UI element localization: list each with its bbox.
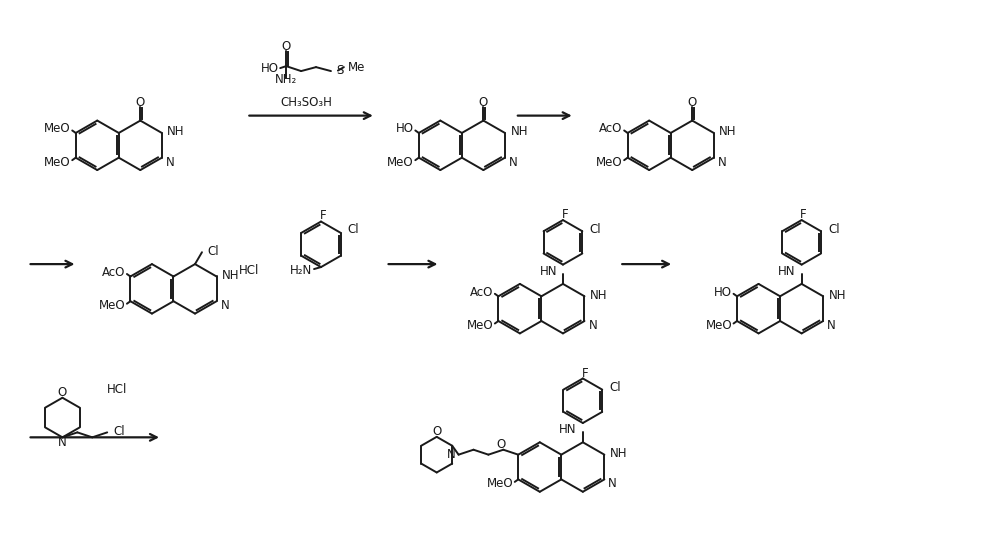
Text: NH₂: NH₂: [275, 74, 297, 87]
Text: Me: Me: [348, 60, 365, 74]
Text: NH: NH: [222, 269, 240, 282]
Text: Cl: Cl: [828, 223, 840, 236]
Text: NH: NH: [167, 126, 185, 138]
Text: O: O: [136, 96, 145, 109]
Text: N: N: [718, 156, 726, 169]
Text: F: F: [320, 209, 326, 222]
Text: MeO: MeO: [596, 156, 623, 169]
Text: MeO: MeO: [99, 299, 125, 312]
Text: NH: NH: [590, 289, 607, 302]
Text: MeO: MeO: [387, 156, 414, 169]
Text: AcO: AcO: [599, 122, 623, 136]
Text: HO: HO: [261, 61, 279, 75]
Text: N: N: [608, 478, 617, 490]
Text: O: O: [497, 438, 506, 451]
Text: MeO: MeO: [44, 156, 71, 169]
Text: O: O: [479, 96, 488, 109]
Text: N: N: [827, 319, 836, 332]
Text: Cl: Cl: [589, 223, 601, 236]
Text: HN: HN: [559, 423, 577, 436]
Text: N: N: [221, 299, 229, 312]
Text: NH: NH: [610, 447, 627, 460]
Text: HN: HN: [778, 265, 796, 278]
Text: F: F: [582, 367, 588, 379]
Text: S: S: [336, 64, 343, 77]
Text: Cl: Cl: [348, 223, 359, 237]
Text: F: F: [800, 208, 807, 221]
Text: MeO: MeO: [487, 478, 513, 490]
Text: HO: HO: [396, 122, 414, 136]
Text: O: O: [282, 40, 291, 53]
Text: HCl: HCl: [107, 383, 128, 396]
Text: Cl: Cl: [207, 245, 219, 257]
Text: N: N: [58, 436, 67, 449]
Text: HCl: HCl: [238, 264, 259, 277]
Text: HN: HN: [539, 265, 557, 278]
Text: NH: NH: [719, 126, 737, 138]
Text: Cl: Cl: [609, 381, 621, 394]
Text: Cl: Cl: [113, 425, 125, 438]
Text: HO: HO: [714, 286, 732, 299]
Text: O: O: [688, 96, 697, 109]
Text: MeO: MeO: [44, 122, 71, 136]
Text: F: F: [562, 208, 568, 221]
Text: N: N: [588, 319, 597, 332]
Text: NH: NH: [510, 126, 528, 138]
Text: H₂N: H₂N: [290, 264, 312, 277]
Text: O: O: [432, 425, 441, 438]
Text: AcO: AcO: [102, 266, 125, 279]
Text: MeO: MeO: [705, 319, 732, 332]
Text: O: O: [58, 386, 67, 399]
Text: NH: NH: [829, 289, 846, 302]
Text: N: N: [447, 448, 456, 461]
Text: N: N: [166, 156, 175, 169]
Text: AcO: AcO: [470, 286, 493, 299]
Text: MeO: MeO: [467, 319, 493, 332]
Text: CH₃SO₃H: CH₃SO₃H: [280, 96, 332, 109]
Text: N: N: [509, 156, 518, 169]
